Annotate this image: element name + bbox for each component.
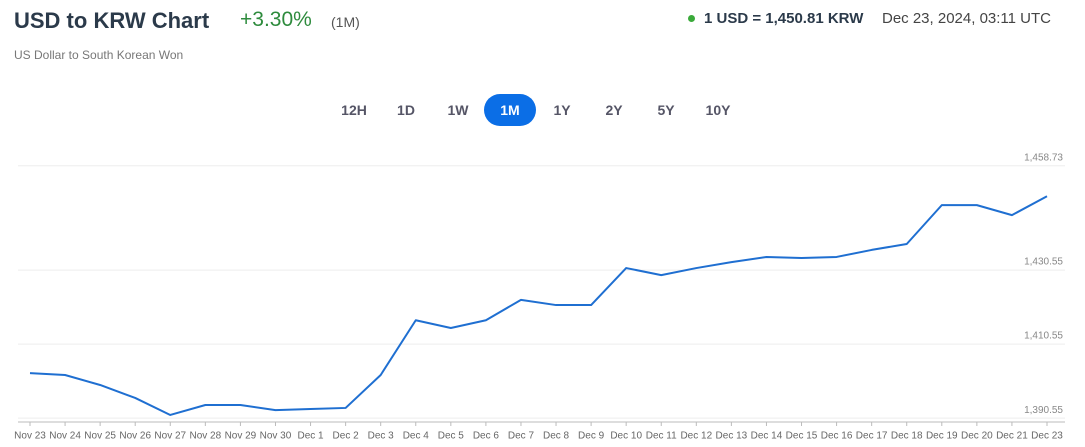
range-selector: 12H 1D 1W 1M 1Y 2Y 5Y 10Y [328, 94, 744, 126]
x-tick-label: Dec 16 [821, 431, 853, 442]
x-tick-label: Nov 29 [225, 431, 257, 442]
x-tick-label: Nov 23 [14, 431, 46, 442]
x-tick-label: Dec 17 [856, 431, 888, 442]
x-tick-label: Dec 14 [751, 431, 783, 442]
range-button[interactable]: 1D [397, 102, 415, 118]
x-tick-label: Dec 1 [297, 431, 324, 442]
y-tick-label: 1,410.55 [1024, 331, 1063, 342]
x-tick-label: Dec 6 [473, 431, 500, 442]
x-tick-label: Dec 11 [646, 431, 677, 442]
range-button[interactable]: 1Y [553, 102, 571, 118]
x-tick-label: Dec 21 [996, 431, 1028, 442]
range-button[interactable]: 10Y [705, 102, 731, 118]
x-tick-label: Dec 20 [961, 431, 993, 442]
price-line [29, 195, 1048, 416]
range-button[interactable]: 5Y [657, 102, 675, 118]
x-tick-label: Dec 15 [786, 431, 818, 442]
x-tick-label: Nov 27 [154, 431, 186, 442]
x-tick-label: Nov 30 [260, 431, 292, 442]
subtitle: US Dollar to South Korean Won [14, 48, 184, 62]
y-tick-label: 1,390.55 [1024, 405, 1063, 416]
x-tick-label: Nov 25 [84, 431, 116, 442]
range-button[interactable]: 1W [447, 102, 469, 118]
x-tick-label: Dec 8 [543, 431, 570, 442]
x-tick-label: Dec 23 [1031, 431, 1063, 442]
title: USD to KRW Chart [14, 8, 210, 33]
range-button[interactable]: 2Y [605, 102, 623, 118]
range-button[interactable]: 1M [484, 94, 536, 126]
x-tick-label: Dec 13 [716, 431, 748, 442]
y-tick-label: 1,458.73 [1024, 152, 1063, 163]
x-tick-label: Dec 19 [926, 431, 958, 442]
x-tick-label: Dec 18 [891, 431, 923, 442]
live-dot [688, 15, 695, 22]
x-tick-label: Dec 4 [403, 431, 430, 442]
x-tick-label: Dec 3 [368, 431, 395, 442]
y-tick-label: 1,430.55 [1024, 257, 1063, 268]
x-tick-label: Nov 28 [190, 431, 222, 442]
x-tick-label: Nov 26 [119, 431, 151, 442]
x-tick-label: Nov 24 [49, 431, 81, 442]
x-tick-label: Dec 12 [680, 431, 712, 442]
x-tick-label: Dec 7 [508, 431, 535, 442]
rate: 1 USD = 1,450.81 KRW [704, 10, 864, 27]
change: +3.30% [240, 8, 312, 31]
x-tick-label: Dec 9 [578, 431, 605, 442]
x-tick-label: Dec 10 [610, 431, 642, 442]
period: (1M) [331, 14, 360, 30]
x-tick-label: Dec 2 [333, 431, 360, 442]
x-tick-label: Dec 5 [438, 431, 465, 442]
range-button[interactable]: 12H [341, 102, 367, 118]
timestamp: Dec 23, 2024, 03:11 UTC [882, 10, 1051, 27]
